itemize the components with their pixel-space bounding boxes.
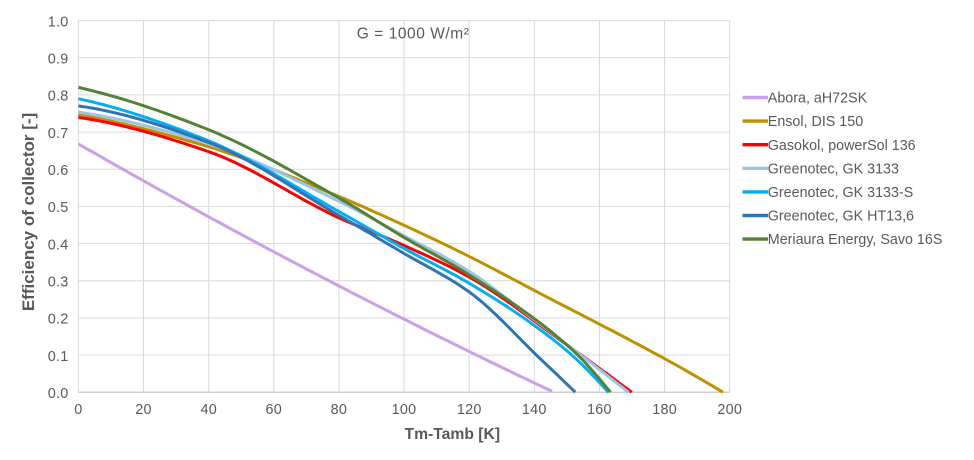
svg-text:0.6: 0.6 [48,163,69,179]
svg-text:0.7: 0.7 [48,126,69,142]
svg-text:0.0: 0.0 [48,386,69,402]
svg-text:Abora, aH72SK: Abora, aH72SK [768,91,868,107]
svg-text:G = 1000 W/m²: G = 1000 W/m² [357,25,470,42]
svg-text:100: 100 [392,402,417,418]
svg-text:Meriaura Energy, Savo 16S: Meriaura Energy, Savo 16S [768,232,943,248]
svg-text:Ensol, DIS 150: Ensol, DIS 150 [768,114,863,130]
svg-text:Efficiency of collector [-]: Efficiency of collector [-] [19,113,38,311]
svg-text:0.5: 0.5 [48,200,69,216]
svg-text:0.1: 0.1 [48,349,69,365]
svg-text:160: 160 [587,402,612,418]
svg-text:0.8: 0.8 [48,89,69,105]
svg-text:0: 0 [74,402,82,418]
svg-text:Greenotec, GK 3133: Greenotec, GK 3133 [768,161,899,177]
svg-text:40: 40 [200,402,217,418]
svg-text:0.3: 0.3 [48,275,69,291]
svg-text:Greenotec, GK 3133-S: Greenotec, GK 3133-S [768,185,913,201]
svg-text:0.2: 0.2 [48,312,69,328]
svg-text:Greenotec, GK HT13,6: Greenotec, GK HT13,6 [768,209,914,225]
svg-text:Gasokol, powerSol 136: Gasokol, powerSol 136 [768,138,916,154]
svg-text:120: 120 [457,402,482,418]
svg-text:20: 20 [135,402,152,418]
svg-text:Tm-Tamb [K]: Tm-Tamb [K] [405,426,501,443]
svg-text:180: 180 [652,402,677,418]
svg-text:0.4: 0.4 [48,237,69,253]
svg-text:1.0: 1.0 [48,14,69,30]
svg-text:200: 200 [717,402,742,418]
svg-text:80: 80 [331,402,348,418]
svg-text:60: 60 [266,402,283,418]
svg-text:140: 140 [522,402,547,418]
svg-text:0.9: 0.9 [48,52,69,68]
